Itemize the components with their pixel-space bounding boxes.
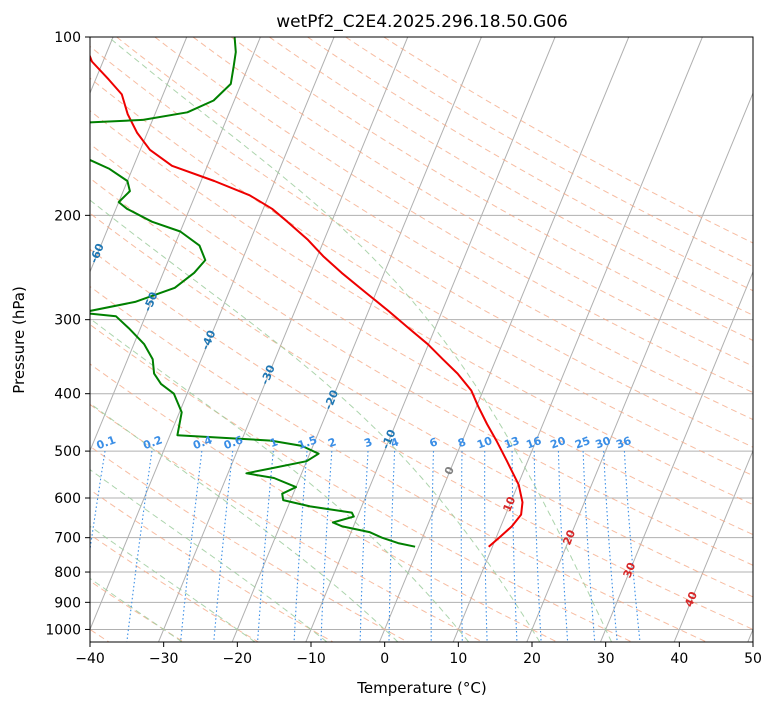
- dry-adiabat-line: [90, 403, 483, 642]
- moist-adiabat-line: [90, 469, 328, 642]
- dry-adiabat-line: [90, 110, 753, 506]
- moist-adiabat-line: [90, 199, 541, 642]
- dry-adiabat-line: [90, 248, 753, 630]
- mixing-ratio-label: 8: [456, 435, 468, 450]
- isotherm-line: [90, 37, 261, 452]
- dry-adiabat-line: [90, 323, 633, 642]
- mixing-ratio-label: 0.4: [191, 433, 214, 452]
- y-tick-label: 300: [54, 313, 81, 329]
- isotherm-line: [526, 91, 753, 642]
- moist-adiabat-line: [90, 525, 256, 642]
- x-axis-ticks: −40 −30 −20 −10 0 10 20 30 40 50: [75, 642, 762, 667]
- moist-adiabat-line: [90, 577, 183, 642]
- mixing-ratio-label: 30: [594, 434, 613, 452]
- dry-adiabat-line: [90, 285, 707, 642]
- isotherm-line: [231, 37, 482, 642]
- isotherm-label: 40: [682, 589, 700, 608]
- chart-title: wetPf2_C2E4.2025.296.18.50.G06: [276, 12, 568, 32]
- dry-adiabat-line: [90, 143, 753, 536]
- y-tick-label: 400: [54, 387, 81, 403]
- y-tick-label: 800: [54, 565, 81, 581]
- isobar-grid: [90, 37, 753, 630]
- mixing-ratio-label: 6: [428, 435, 440, 450]
- mixing-ratio-label: 10: [475, 434, 494, 452]
- x-tick-label: 30: [597, 651, 615, 667]
- mixing-ratio-line: [180, 451, 203, 642]
- dry-adiabats: [90, 37, 753, 642]
- dewpoint-profile-line: [90, 37, 416, 548]
- mixing-ratio-line: [213, 451, 234, 642]
- mixing-ratio-label: 3: [362, 435, 374, 450]
- y-axis-label: Pressure (hPa): [10, 286, 28, 394]
- isotherm-line: [90, 37, 335, 631]
- x-tick-label: 0: [380, 651, 389, 667]
- dry-adiabat-line: [345, 37, 753, 268]
- mixing-ratio-label: 4: [389, 435, 401, 450]
- mixing-ratio-label: 0.1: [95, 433, 118, 452]
- y-tick-label: 100: [54, 30, 81, 46]
- y-tick-label: 200: [54, 208, 81, 224]
- dry-adiabat-line: [90, 363, 558, 642]
- mixing-ratio-label: 2: [326, 435, 338, 450]
- isotherm-line: [158, 37, 409, 642]
- isotherm-line: [673, 449, 753, 642]
- y-tick-label: 500: [54, 444, 81, 460]
- dry-adiabat-line: [90, 77, 753, 477]
- isotherm-label: 20: [560, 528, 578, 547]
- dry-adiabat-line: [90, 177, 753, 566]
- mixing-ratio-label: 0.2: [141, 433, 164, 452]
- y-tick-label: 900: [54, 595, 81, 611]
- dry-adiabat-line: [383, 37, 753, 244]
- x-tick-label: 50: [744, 651, 762, 667]
- mixing-ratio-label: 20: [549, 434, 568, 452]
- mixing-ratio-label: 1.5: [296, 433, 319, 452]
- mixing-ratio-line: [126, 451, 153, 642]
- x-tick-label: 40: [670, 651, 688, 667]
- y-axis-ticks: 100 200 300 400 500 600 700 800 900 1000: [45, 30, 90, 638]
- isotherm-label: 30: [621, 560, 639, 579]
- mixing-ratio-label: 36: [614, 434, 633, 452]
- x-tick-label: −20: [223, 651, 253, 667]
- x-tick-label: 20: [523, 651, 541, 667]
- dry-adiabat-line: [230, 37, 753, 342]
- mixing-ratio-label: 0.6: [222, 433, 245, 452]
- mixing-ratio-label: 13: [502, 434, 521, 451]
- x-axis-label: Temperature (°C): [356, 679, 486, 697]
- mixing-ratio-label: 25: [573, 434, 592, 451]
- y-tick-label: 600: [54, 491, 81, 507]
- background-lines: [90, 37, 753, 642]
- x-tick-label: −40: [75, 651, 105, 667]
- isotherm-line: [600, 270, 753, 642]
- dry-adiabat-line: [90, 212, 753, 598]
- moist-adiabat-line: [90, 402, 399, 642]
- dry-adiabat-line: [90, 45, 753, 448]
- dry-adiabat-line: [116, 37, 753, 421]
- mixing-ratio-label: 16: [524, 434, 543, 452]
- y-tick-label: 700: [54, 531, 81, 547]
- y-tick-label: 1000: [45, 622, 81, 638]
- mixing-ratio-label: 1: [268, 435, 280, 450]
- plot-frame: [89, 36, 754, 643]
- dry-adiabat-line: [269, 37, 753, 316]
- x-tick-label: −30: [149, 651, 179, 667]
- dry-adiabat-line: [154, 37, 753, 394]
- moist-adiabat-line: [90, 317, 470, 642]
- isotherm-label: 10: [500, 494, 518, 513]
- x-tick-label: 10: [449, 651, 467, 667]
- isotherm-line: [379, 37, 630, 642]
- sounding-profiles: [90, 37, 524, 548]
- isotherm-line: [90, 37, 188, 274]
- x-tick-label: −10: [296, 651, 326, 667]
